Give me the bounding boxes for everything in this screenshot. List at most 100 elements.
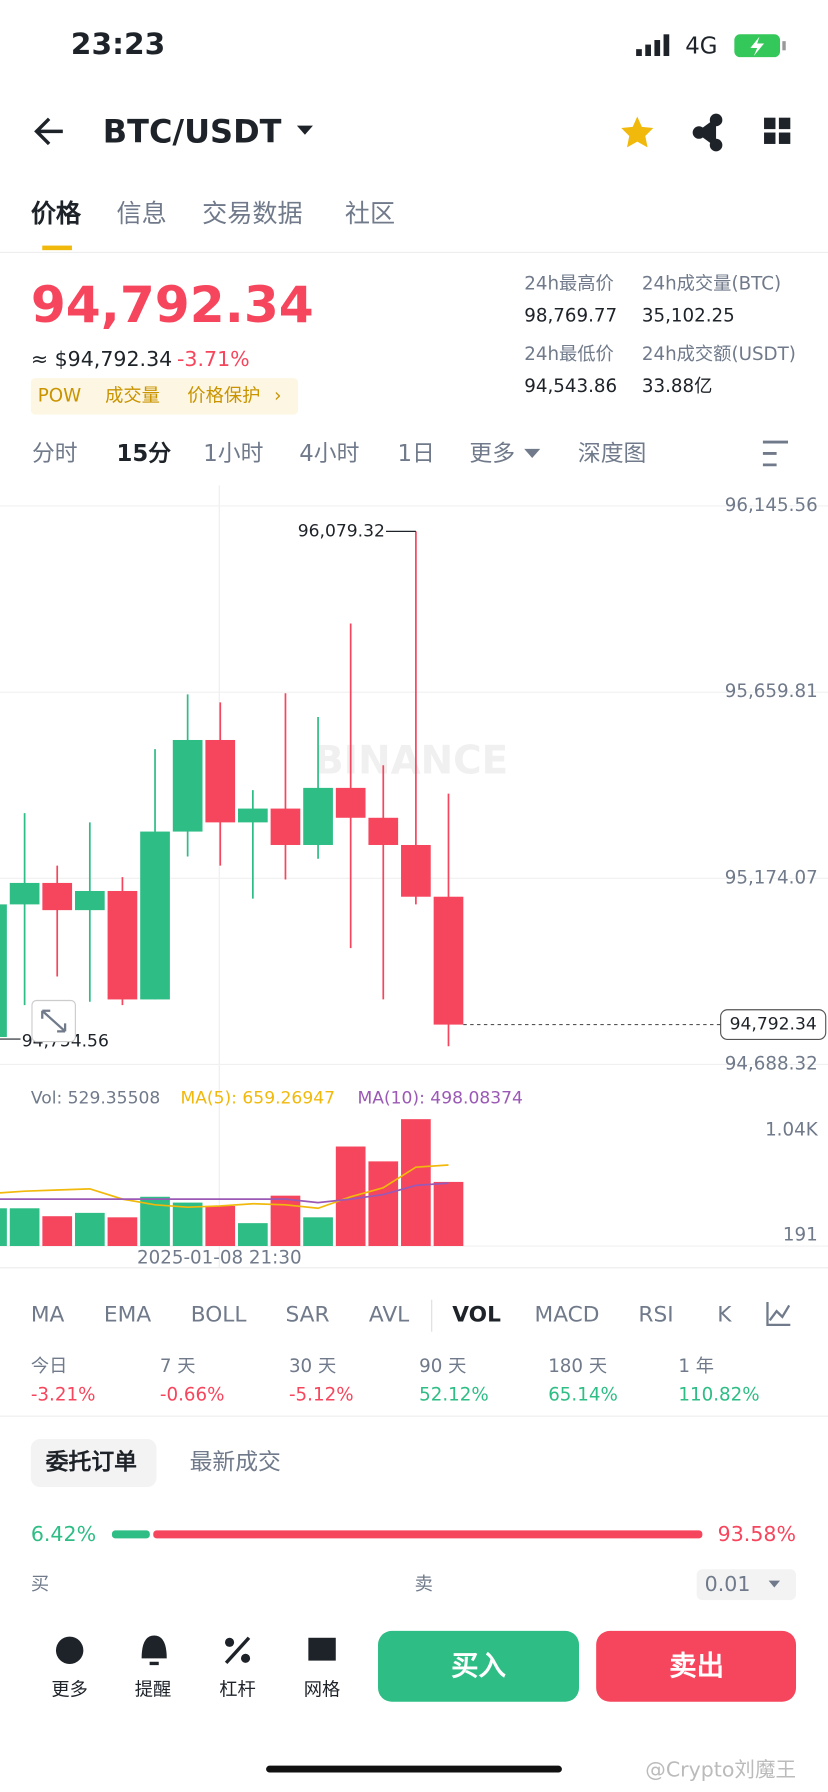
volume-bars bbox=[0, 1119, 464, 1247]
indicator[interactable]: AVL bbox=[369, 1303, 409, 1328]
indicator[interactable]: MA bbox=[31, 1303, 65, 1328]
sell-ratio: 93.58% bbox=[718, 1522, 796, 1546]
interval[interactable]: 15分 bbox=[116, 441, 171, 467]
network: 4G bbox=[685, 33, 717, 59]
action-icons bbox=[55, 1635, 336, 1666]
stat-label: 24h最低价 bbox=[524, 344, 614, 365]
indicator[interactable]: SAR bbox=[286, 1303, 330, 1328]
indicator-settings[interactable] bbox=[766, 1302, 791, 1326]
candle-body bbox=[433, 896, 464, 1025]
tag: POW bbox=[38, 385, 81, 406]
signal bbox=[636, 34, 670, 57]
orderbook-tab[interactable]: 最新成交 bbox=[190, 1450, 281, 1476]
last-price: 94,792.34 bbox=[31, 275, 314, 334]
candle-body bbox=[205, 739, 236, 823]
usd-price: ≈ $94,792.34 bbox=[31, 347, 172, 371]
indicator[interactable]: EMA bbox=[104, 1303, 151, 1328]
crosshair-time: 2025-01-08 21:30 bbox=[137, 1248, 302, 1269]
ma5-line bbox=[0, 1164, 449, 1210]
period: 1 年 bbox=[678, 1356, 714, 1377]
candle-body bbox=[0, 904, 7, 1037]
candle-body bbox=[42, 882, 73, 911]
y-tick-label: 95,174.07 bbox=[725, 867, 818, 888]
buy-label[interactable]: 买入 bbox=[451, 1651, 506, 1682]
period: 7 天 bbox=[160, 1356, 196, 1377]
candle-body bbox=[401, 844, 431, 897]
sell-column: 卖 bbox=[415, 1574, 433, 1595]
interval[interactable]: 1日 bbox=[397, 441, 434, 467]
tag: 价格保护 bbox=[187, 385, 260, 406]
candle-body bbox=[172, 739, 203, 832]
interval[interactable]: 深度图 bbox=[578, 441, 646, 467]
vol-legend: Vol: 529.35508 bbox=[31, 1089, 160, 1109]
candle-body bbox=[140, 831, 170, 1000]
interval[interactable]: 4小时 bbox=[299, 441, 359, 467]
stat-value: 94,543.86 bbox=[524, 376, 617, 397]
price-change: -3.71% bbox=[177, 347, 250, 371]
tag-arrow[interactable]: › bbox=[274, 385, 281, 406]
step-box[interactable] bbox=[696, 1569, 797, 1601]
interval[interactable]: 分时 bbox=[32, 441, 78, 467]
high-label: 96,079.32 bbox=[298, 521, 385, 541]
sell-label[interactable]: 卖出 bbox=[669, 1651, 724, 1682]
stat-value: 98,769.77 bbox=[524, 305, 617, 326]
action-label[interactable]: 更多 bbox=[51, 1679, 88, 1700]
tag-box bbox=[30, 378, 299, 415]
interval[interactable]: 更多 bbox=[469, 441, 515, 467]
volume-bar bbox=[42, 1216, 73, 1247]
action-label[interactable]: 网格 bbox=[304, 1679, 341, 1700]
tab[interactable]: 价格 bbox=[31, 199, 82, 228]
pair-caret[interactable] bbox=[296, 125, 313, 135]
action-label[interactable]: 提醒 bbox=[135, 1679, 172, 1700]
buy-ratio: 6.42% bbox=[31, 1522, 96, 1546]
volume-bar bbox=[9, 1208, 40, 1247]
period: 90 天 bbox=[419, 1356, 466, 1377]
period: 今日 bbox=[31, 1356, 68, 1377]
buy-ratio-bar bbox=[111, 1530, 150, 1539]
period-change: 65.14% bbox=[548, 1385, 618, 1406]
interval[interactable]: 1小时 bbox=[203, 441, 263, 467]
orderbook-tab[interactable]: 委托订单 bbox=[46, 1450, 137, 1476]
candle-body bbox=[9, 882, 40, 905]
period: 30 天 bbox=[289, 1356, 336, 1377]
tab[interactable]: 交易数据 bbox=[202, 199, 302, 228]
indicator[interactable]: RSI bbox=[638, 1303, 673, 1328]
buy-button[interactable] bbox=[378, 1630, 580, 1702]
indicator[interactable]: BOLL bbox=[191, 1303, 247, 1328]
candle-body bbox=[74, 890, 105, 911]
candle-body bbox=[238, 808, 268, 823]
pair[interactable]: BTC/USDT bbox=[103, 113, 282, 151]
tab[interactable]: 社区 bbox=[345, 199, 395, 228]
watermark: @Crypto刘魔王 bbox=[645, 1757, 796, 1781]
step-caret bbox=[768, 1580, 781, 1588]
volume-bar bbox=[205, 1205, 236, 1247]
stat-value: 35,102.25 bbox=[642, 305, 735, 326]
step[interactable]: 0.01 bbox=[705, 1572, 751, 1596]
volume-bar bbox=[401, 1119, 431, 1247]
share[interactable] bbox=[692, 113, 723, 152]
y-tick-label: 96,145.56 bbox=[725, 495, 818, 516]
volume-bar bbox=[74, 1212, 105, 1247]
home-indicator bbox=[266, 1765, 562, 1773]
more-caret bbox=[524, 448, 541, 459]
favorite[interactable] bbox=[621, 116, 654, 148]
stat-value: 33.88亿 bbox=[642, 376, 713, 397]
indicator[interactable]: MACD bbox=[534, 1303, 599, 1328]
period-change: 110.82% bbox=[678, 1385, 759, 1406]
chart-settings[interactable] bbox=[762, 440, 789, 467]
menu-grid[interactable] bbox=[764, 117, 791, 144]
period-change: -5.12% bbox=[289, 1385, 354, 1406]
sell-button[interactable] bbox=[596, 1630, 797, 1702]
period-change: -0.66% bbox=[160, 1385, 225, 1406]
clock: 23:23 bbox=[71, 27, 166, 62]
y-tick-label: 95,659.81 bbox=[725, 681, 818, 702]
indicator[interactable]: K bbox=[717, 1303, 732, 1328]
indicator[interactable]: VOL bbox=[452, 1303, 501, 1328]
back-button[interactable] bbox=[34, 117, 63, 146]
tab[interactable]: 信息 bbox=[116, 199, 166, 228]
ma10-legend: MA(10): 498.08374 bbox=[357, 1089, 522, 1109]
expand-icon bbox=[41, 1009, 67, 1033]
action-label[interactable]: 杠杆 bbox=[219, 1679, 256, 1700]
